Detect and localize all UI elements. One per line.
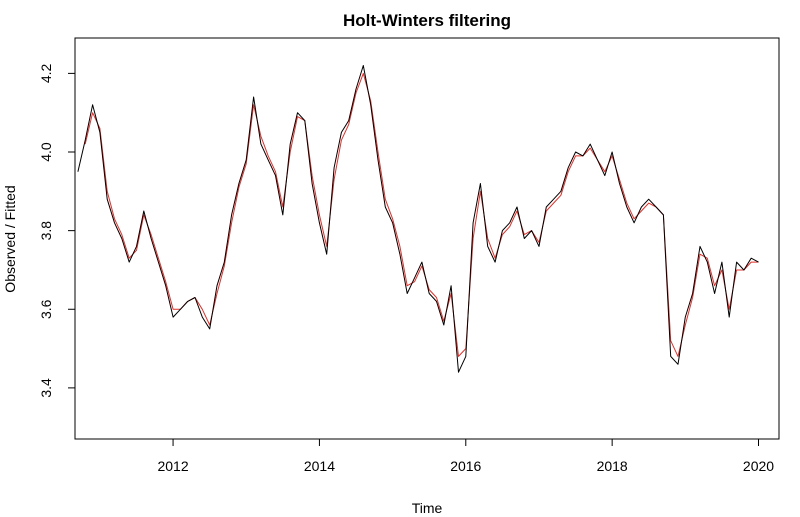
- y-tick-label: 4.2: [38, 63, 54, 83]
- x-tick-label: 2020: [743, 458, 774, 474]
- observed-line: [77, 65, 759, 373]
- fitted-line: [84, 72, 759, 357]
- x-tick-label: 2014: [304, 458, 335, 474]
- y-axis-label: Observed / Fitted: [2, 185, 18, 292]
- series-layer: [77, 65, 759, 373]
- chart-title: Holt-Winters filtering: [343, 11, 511, 30]
- y-tick-label: 4.0: [38, 142, 54, 162]
- x-axis-label: Time: [412, 500, 443, 516]
- x-tick-label: 2012: [157, 458, 188, 474]
- y-tick-label: 3.8: [38, 221, 54, 241]
- x-tick-label: 2016: [450, 458, 481, 474]
- plot-box: [74, 37, 780, 440]
- axes-layer: 2012 2014 2016 2018 2020 3.4 3.6 3.8 4.0 4.2: [38, 63, 774, 474]
- y-tick-label: 3.4: [38, 378, 54, 398]
- y-tick-label: 3.6: [38, 299, 54, 319]
- x-tick-label: 2018: [597, 458, 628, 474]
